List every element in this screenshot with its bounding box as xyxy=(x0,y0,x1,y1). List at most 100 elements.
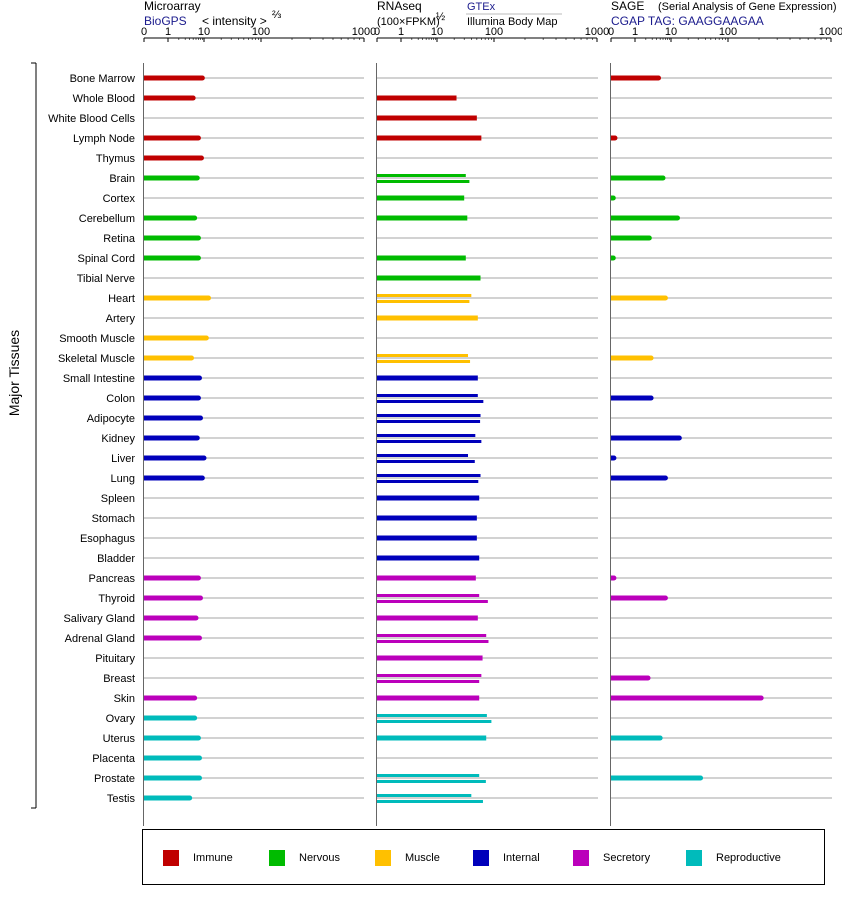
bar xyxy=(144,175,198,181)
bar-cap xyxy=(189,355,195,361)
bar xyxy=(144,775,200,781)
legend-label: Muscle xyxy=(405,852,440,864)
bar-cap xyxy=(201,455,207,461)
x-tick-label: 0 xyxy=(141,26,147,38)
legend: Immune Nervous Muscle Internal Secretory Repr… xyxy=(142,829,825,885)
tissue-label: White Blood Cells xyxy=(48,113,135,125)
bar-cap xyxy=(195,235,201,241)
bar xyxy=(611,175,664,181)
legend-item-nervous: Nervous xyxy=(269,849,340,867)
tissue-label: Lung xyxy=(111,473,135,485)
bar xyxy=(377,594,480,597)
bar xyxy=(377,174,466,177)
tissue-label: Uterus xyxy=(103,733,136,745)
bar xyxy=(611,395,652,401)
bar xyxy=(377,474,481,477)
legend-label: Internal xyxy=(503,852,540,864)
bar xyxy=(611,215,678,221)
x-tick-label: 1000 xyxy=(585,26,609,38)
bar xyxy=(144,255,199,261)
bar xyxy=(377,695,480,701)
bar-cap xyxy=(698,775,704,781)
bar xyxy=(144,75,203,81)
bar xyxy=(144,755,200,761)
bar xyxy=(611,735,661,741)
x-tick-label: 0 xyxy=(608,26,614,38)
panel-subtitle: BioGPS xyxy=(144,14,187,28)
tissue-label: Skin xyxy=(114,693,135,705)
tissue-label: Artery xyxy=(106,313,136,325)
bar-cap xyxy=(674,215,680,221)
bar xyxy=(377,315,478,321)
bar xyxy=(144,435,198,441)
bar xyxy=(377,600,488,603)
x-tick-label: 1000 xyxy=(819,26,842,38)
bar xyxy=(144,695,195,701)
bar xyxy=(377,535,477,541)
legend-label: Nervous xyxy=(299,852,340,864)
bar xyxy=(377,354,469,357)
bar xyxy=(377,774,480,777)
x-tick-label: 1 xyxy=(632,26,638,38)
bar-cap xyxy=(187,795,193,801)
bar xyxy=(144,415,201,421)
bar-cap xyxy=(198,155,204,161)
bar-cap xyxy=(199,75,205,81)
bar xyxy=(377,780,486,783)
bar xyxy=(611,355,652,361)
tissue-label: Smooth Muscle xyxy=(59,333,135,345)
bar-cap xyxy=(197,635,203,641)
tissue-label: Spinal Cord xyxy=(78,253,135,265)
bar xyxy=(144,475,203,481)
bar-cap xyxy=(203,335,209,341)
bar xyxy=(144,155,202,161)
bar xyxy=(377,294,472,297)
bar xyxy=(144,295,209,301)
bar xyxy=(377,735,487,741)
bar-cap xyxy=(197,775,203,781)
bar xyxy=(377,714,487,717)
bar xyxy=(377,555,480,561)
bar xyxy=(611,775,701,781)
bar xyxy=(144,235,199,241)
legend-item-muscle: Muscle xyxy=(375,849,440,867)
tissue-label: Kidney xyxy=(101,433,135,445)
bar-cap xyxy=(192,715,198,721)
bar xyxy=(377,180,470,183)
bar-cap xyxy=(195,255,201,261)
bar-cap xyxy=(197,755,203,761)
bar-cap xyxy=(194,435,200,441)
bar xyxy=(144,715,195,721)
bar xyxy=(377,255,466,261)
bar xyxy=(377,375,478,381)
tissue-label: Thymus xyxy=(96,153,136,165)
bar xyxy=(377,575,476,581)
bar-cap xyxy=(190,95,196,101)
bar-cap xyxy=(660,175,666,181)
bar xyxy=(377,460,475,463)
tissue-label: Placenta xyxy=(92,753,136,765)
tissue-label: Adipocyte xyxy=(87,413,135,425)
bar xyxy=(611,295,666,301)
bar xyxy=(377,440,482,443)
tissue-label: Liver xyxy=(111,453,135,465)
panel-rnaseq: RNAseq (100×FPKM)½ GTEx Illumina Body Map 0 1… xyxy=(374,0,609,826)
bar xyxy=(377,634,487,637)
bar xyxy=(144,335,207,341)
bar-cap xyxy=(198,415,204,421)
bar-cap xyxy=(195,735,201,741)
bar xyxy=(611,595,666,601)
panel-title: SAGE xyxy=(611,0,644,13)
bar xyxy=(377,495,480,501)
tissue-label: Breast xyxy=(103,673,135,685)
bar-cap xyxy=(193,615,199,621)
panel-title-note: (Serial Analysis of Gene Expression) xyxy=(658,1,837,13)
y-axis-bracket: Major Tissues xyxy=(6,62,37,809)
bar xyxy=(377,195,465,201)
tissue-label: Testis xyxy=(107,793,136,805)
bar xyxy=(377,615,478,621)
bar-cap xyxy=(662,595,668,601)
bar xyxy=(377,360,471,363)
